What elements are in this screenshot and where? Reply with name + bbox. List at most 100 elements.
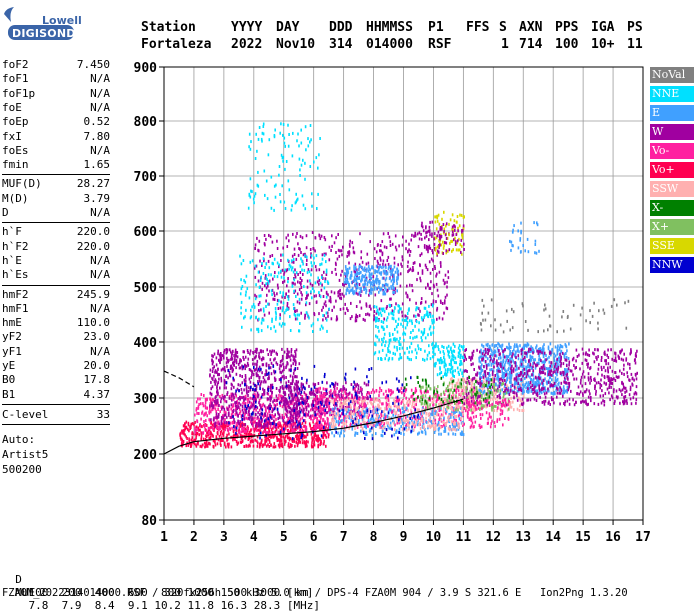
echo-point-nne xyxy=(291,209,293,212)
echo-point-vo xyxy=(328,435,330,438)
echo-point-w xyxy=(292,382,294,385)
echo-point-w xyxy=(437,289,439,292)
echo-point-w xyxy=(229,348,231,351)
echo-point-w xyxy=(288,384,290,387)
echo-point-w xyxy=(284,351,286,354)
echo-point-w xyxy=(238,383,240,386)
echo-point-ssw xyxy=(457,421,459,424)
echo-point-nne xyxy=(317,318,319,321)
echo-point-w xyxy=(295,235,297,238)
echo-point-nne xyxy=(395,320,397,323)
echo-point-w xyxy=(211,359,213,362)
echo-point-w xyxy=(329,395,331,398)
echo-point-w xyxy=(254,406,256,409)
echo-point-w xyxy=(256,350,258,353)
echo-point-w xyxy=(256,363,258,366)
echo-point-nne xyxy=(273,209,275,212)
echo-point-w xyxy=(336,318,338,321)
echo-point-nne xyxy=(295,201,297,204)
echo-point-w xyxy=(239,374,241,377)
echo-point-nne xyxy=(293,307,295,310)
echo-point-e xyxy=(365,431,367,434)
echo-point-nne xyxy=(425,336,427,339)
echo-point-e xyxy=(351,271,353,274)
echo-point-nne xyxy=(260,294,262,297)
echo-point-ssw xyxy=(354,427,356,430)
echo-point-w xyxy=(279,313,281,316)
echo-point-nne xyxy=(430,315,432,318)
echo-point-nne xyxy=(404,319,406,322)
echo-point-w xyxy=(233,393,235,396)
echo-point-nne xyxy=(442,361,444,364)
echo-point-w xyxy=(237,351,239,354)
echo-point-w xyxy=(436,318,438,321)
echo-point-w xyxy=(247,349,249,352)
echo-point-w xyxy=(362,261,364,264)
echo-point-nne xyxy=(253,198,255,201)
echo-point-w xyxy=(247,362,249,365)
echo-point-nne xyxy=(303,204,305,207)
echo-point-nne xyxy=(399,343,401,346)
echo-point-vo xyxy=(275,445,277,448)
echo-point-w xyxy=(301,294,303,297)
echo-point-nne xyxy=(308,144,310,147)
echo-point-w xyxy=(306,263,308,266)
echo-point-w xyxy=(430,272,432,275)
echo-point-w xyxy=(308,410,310,413)
echo-point-nne xyxy=(389,304,391,307)
echo-point-vo xyxy=(347,394,349,397)
echo-point-vo xyxy=(269,441,271,444)
echo-point-w xyxy=(227,408,229,411)
echo-point-w xyxy=(226,400,228,403)
echo-point-w xyxy=(294,253,296,256)
echo-point-w xyxy=(413,235,415,238)
echo-point-w xyxy=(364,382,366,385)
echo-point-ssw xyxy=(366,416,368,419)
echo-point-w xyxy=(276,387,278,390)
echo-point-nne xyxy=(266,180,268,183)
echo-point-nne xyxy=(255,283,257,286)
echo-point-nne xyxy=(432,322,434,325)
echo-point-w xyxy=(300,282,302,285)
echo-point-nne xyxy=(268,282,270,285)
echo-point-w xyxy=(242,408,244,411)
echo-point-e xyxy=(369,430,371,433)
echo-point-nne xyxy=(452,370,454,373)
echo-point-nne xyxy=(304,178,306,181)
echo-point-w xyxy=(285,422,287,425)
echo-point-w xyxy=(265,424,267,427)
echo-point-vo xyxy=(378,394,380,397)
echo-point-nne xyxy=(309,270,311,273)
echo-point-w xyxy=(248,386,250,389)
echo-point-e xyxy=(356,271,358,274)
echo-point-nne xyxy=(392,357,394,360)
echo-point-vo xyxy=(212,435,214,438)
echo-point-w xyxy=(292,394,294,397)
echo-point-nne xyxy=(311,296,313,299)
echo-point-ssw xyxy=(331,418,333,421)
echo-point-vo xyxy=(200,438,202,441)
echo-point-nne xyxy=(395,339,397,342)
echo-point-vo xyxy=(202,402,204,405)
echo-point-w xyxy=(226,361,228,364)
echo-point-nne xyxy=(241,301,243,304)
echo-point-nne xyxy=(327,280,329,283)
echo-point-nne xyxy=(306,301,308,304)
echo-point-w xyxy=(276,292,278,295)
echo-point-ssw xyxy=(332,401,334,404)
echo-point-w xyxy=(389,298,391,301)
echo-point-w xyxy=(304,391,306,394)
echo-point-w xyxy=(243,358,245,361)
echo-point-vo xyxy=(319,387,321,390)
echo-point-e xyxy=(385,270,387,273)
echo-point-w xyxy=(259,424,261,427)
echo-point-nne xyxy=(402,325,404,328)
echo-point-nne xyxy=(291,204,293,207)
echo-point-w xyxy=(339,279,341,282)
echo-point-e xyxy=(445,427,447,430)
echo-point-nne xyxy=(378,330,380,333)
echo-point-w xyxy=(287,404,289,407)
echo-point-w xyxy=(344,387,346,390)
echo-point-vo xyxy=(243,430,245,433)
echo-point-e xyxy=(346,276,348,279)
